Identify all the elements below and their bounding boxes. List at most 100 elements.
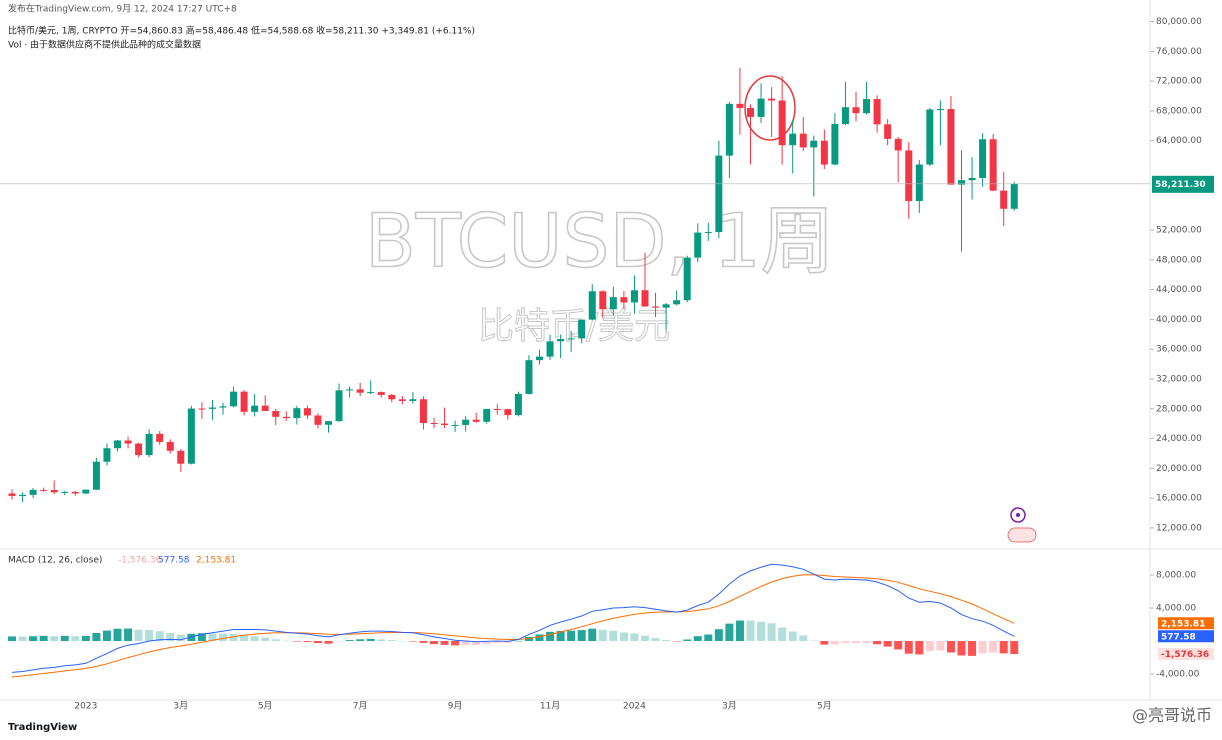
histogram-bar [852, 641, 860, 644]
histogram-bar [704, 634, 713, 642]
histogram-bar [313, 641, 322, 644]
x-tick-label: 11月 [540, 701, 560, 712]
candle-body [8, 493, 16, 496]
histogram-bar [240, 635, 249, 642]
y-tick-label: 68,000.00 [1156, 106, 1202, 116]
candle-body [398, 399, 406, 401]
candle-body [863, 99, 871, 114]
candle-body [325, 421, 332, 425]
histogram-bar [820, 641, 829, 645]
macd-value-tag [1158, 630, 1214, 643]
candle-body [599, 291, 607, 310]
candle-body [915, 164, 923, 202]
candle-body [736, 103, 744, 108]
candle-body [947, 109, 955, 185]
histogram-bar [746, 620, 755, 642]
macd-value-label: 577.58 [1161, 632, 1196, 642]
histogram-bar [113, 628, 122, 642]
candle-body [884, 124, 892, 139]
candle-body [747, 107, 754, 117]
histogram-bar [282, 640, 291, 642]
histogram-bar [567, 630, 576, 642]
candle-body [430, 422, 438, 424]
histogram-bar [155, 631, 164, 642]
y-tick-label: 20,000.00 [1156, 464, 1202, 474]
histogram-bar [514, 640, 523, 642]
candle-body [145, 433, 153, 456]
histogram-bar [71, 636, 80, 642]
histogram-bar [493, 641, 502, 643]
candle-body [198, 408, 206, 410]
histogram-bar [725, 623, 734, 642]
histogram-bar [957, 641, 966, 656]
candle-body [50, 489, 58, 493]
candle-body [388, 394, 396, 400]
candle-body [820, 140, 828, 165]
candle-body [103, 448, 111, 462]
macd-legend-value: 577.58 [158, 556, 190, 566]
histogram-bar [387, 640, 396, 642]
candle-body [514, 393, 522, 416]
x-tick-label: 7月 [353, 701, 368, 712]
x-tick-label: 5月 [258, 701, 273, 712]
y-tick-label: 48,000.00 [1156, 255, 1202, 265]
candle-body [852, 107, 860, 114]
histogram-bar [335, 641, 344, 642]
histogram-bar [778, 627, 787, 642]
y-tick-label: 16,000.00 [1156, 494, 1202, 504]
candle-body [609, 297, 617, 310]
histogram-bar [799, 635, 808, 642]
histogram-bar [883, 641, 892, 647]
candle-body [251, 405, 259, 412]
histogram-bar [250, 636, 259, 642]
histogram-bar [809, 640, 818, 642]
histogram-bar [134, 629, 143, 642]
candle-body [936, 109, 944, 111]
candle-body [725, 103, 733, 156]
histogram-bar [862, 641, 871, 643]
candle-body [177, 450, 185, 464]
histogram-bar [219, 633, 227, 642]
candle-body [367, 392, 375, 394]
histogram-bar [18, 636, 27, 642]
histogram-bar [989, 641, 998, 653]
candle-body [293, 408, 301, 419]
histogram-bar [641, 635, 649, 642]
histogram-bar [894, 641, 903, 650]
candle-body [92, 461, 100, 490]
candle-body [1000, 190, 1008, 209]
watermark-symbol: BTCUSD, 1周 [365, 199, 835, 285]
histogram-bar [345, 640, 354, 642]
histogram-bar [81, 635, 90, 642]
signal-legend-value: 2,153.81 [196, 556, 236, 566]
candle-body [29, 489, 37, 495]
histogram-bar [757, 621, 766, 642]
histogram-bar [535, 634, 544, 642]
y-tick-label: 8,000.00 [1156, 571, 1196, 581]
candle-body [673, 300, 681, 305]
signal-line [11, 574, 1015, 678]
x-tick-label: 9月 [448, 701, 463, 712]
histogram-bar [946, 641, 955, 653]
candle-body [799, 133, 807, 148]
last-price-tag [1152, 175, 1214, 193]
histogram-bar [292, 641, 301, 642]
credit-watermark: @亮哥说币 [1132, 706, 1212, 725]
candle-body [335, 390, 343, 422]
histogram-bar [430, 641, 438, 645]
histogram-bar [208, 633, 217, 642]
candle-body [926, 109, 934, 165]
histogram-bar [830, 641, 839, 645]
candle-body [620, 297, 628, 303]
candle-body [451, 424, 459, 426]
histogram-bar [556, 631, 565, 642]
y-tick-label: 24,000.00 [1156, 434, 1202, 444]
candle-body [219, 406, 227, 408]
candle-body [303, 408, 311, 416]
histogram-bar [366, 638, 375, 642]
histogram-bar [261, 637, 270, 642]
candle-body [314, 415, 322, 425]
signal-value-tag [1158, 617, 1214, 630]
candle-body [757, 98, 765, 117]
